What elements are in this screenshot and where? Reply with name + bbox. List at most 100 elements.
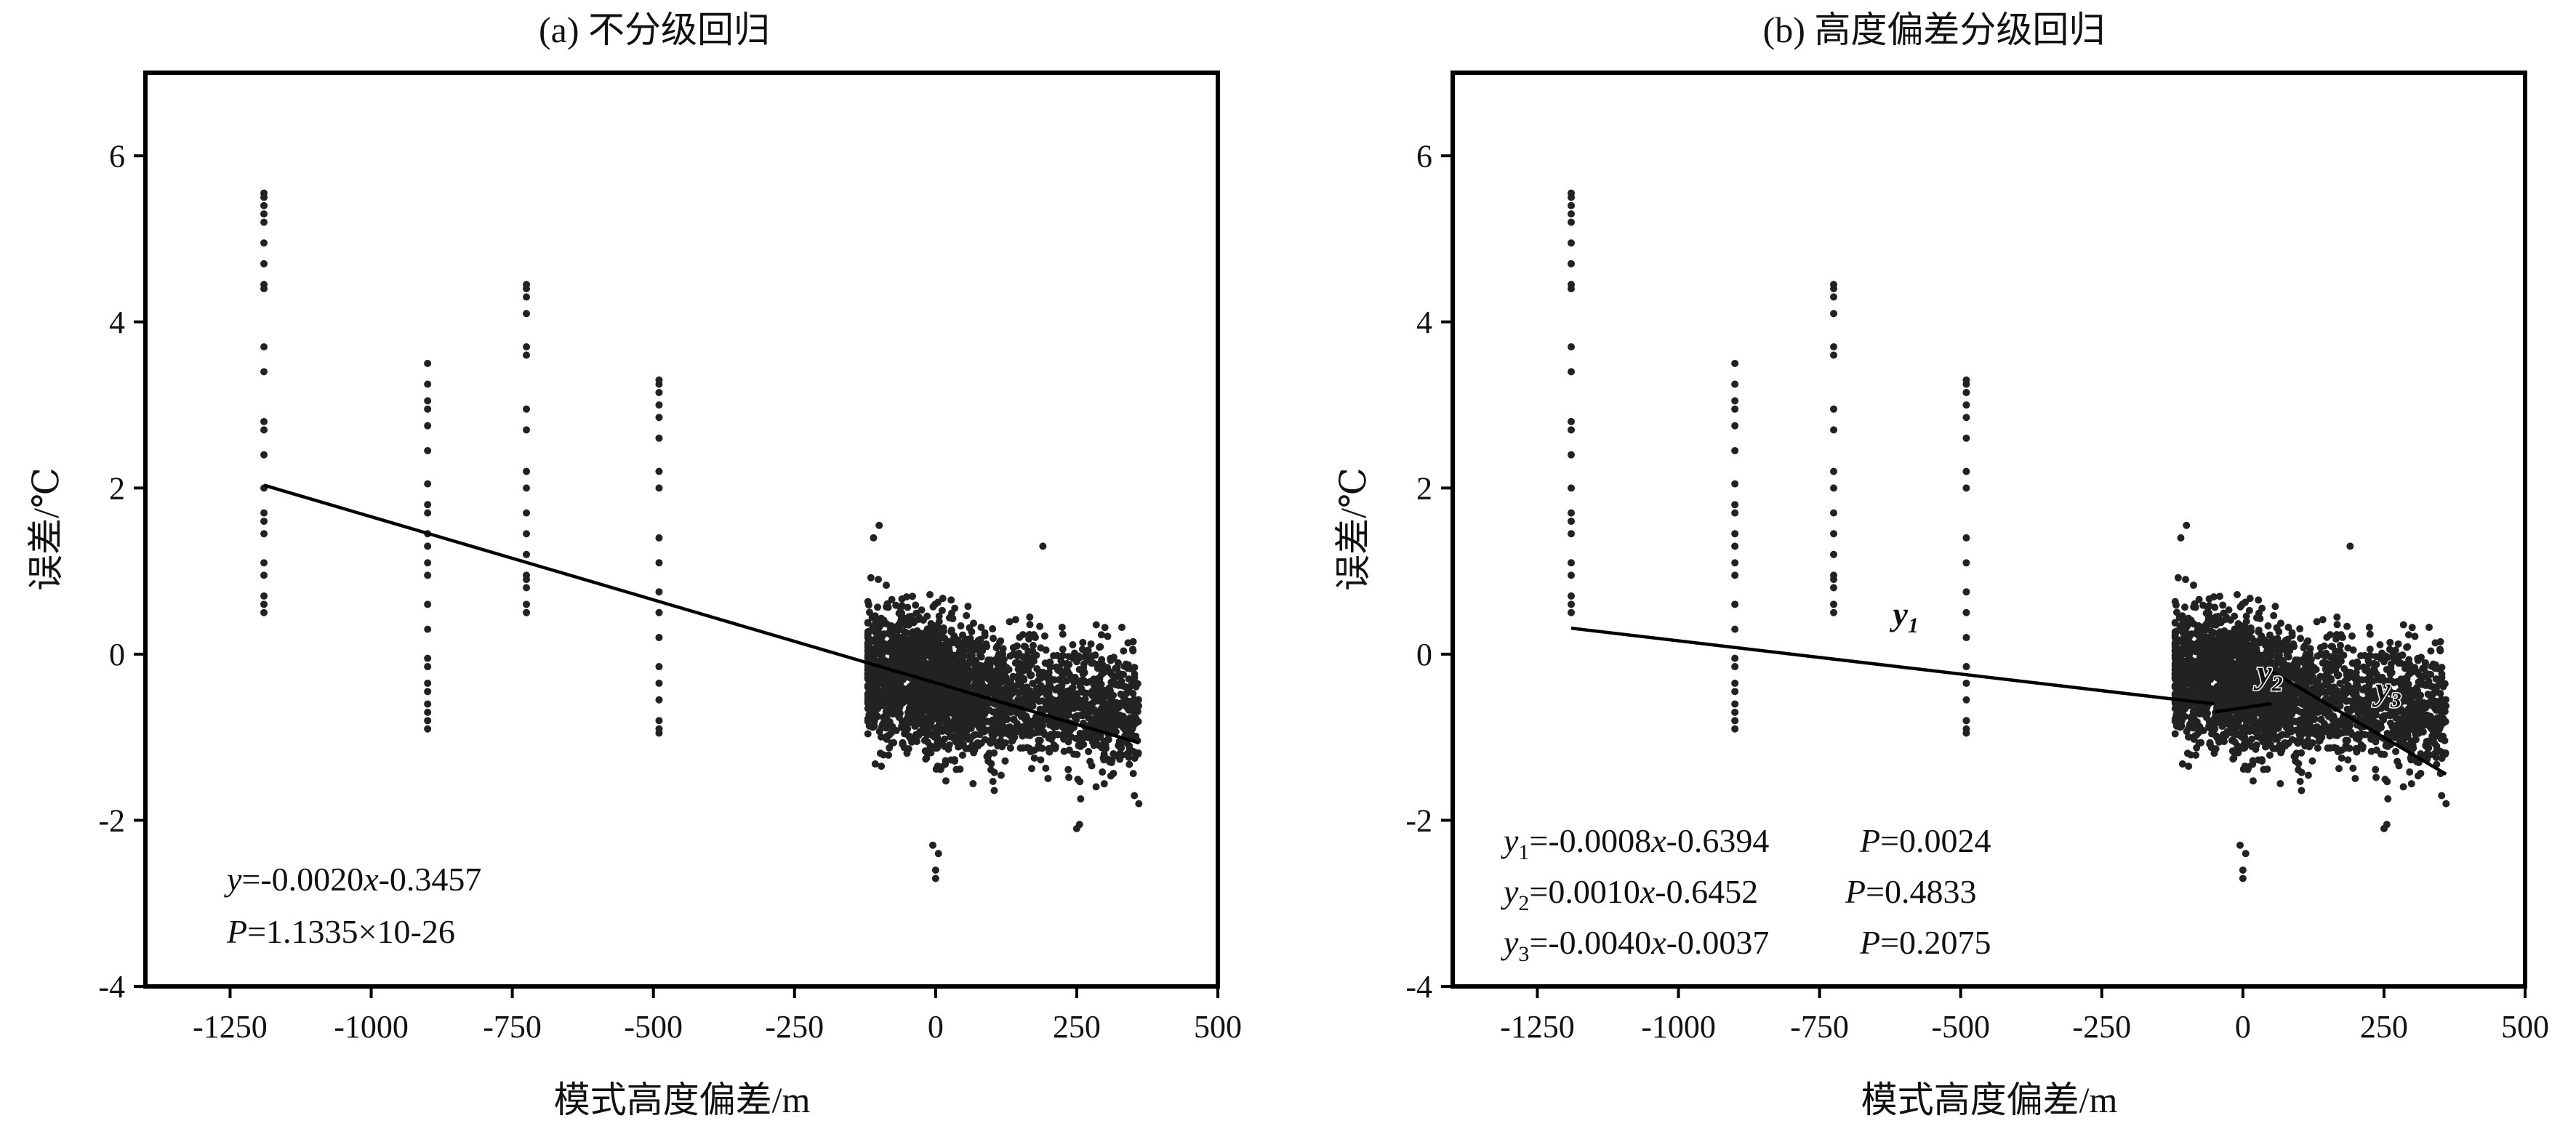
data-point	[1126, 664, 1134, 672]
data-point	[1112, 664, 1120, 672]
data-point	[1048, 707, 1056, 715]
data-point	[907, 649, 915, 657]
data-point	[1075, 821, 1083, 829]
data-point	[2320, 720, 2328, 728]
data-point	[989, 625, 997, 633]
data-point	[938, 606, 946, 614]
data-point	[1830, 530, 1838, 538]
data-point	[1830, 600, 1838, 608]
data-point	[2271, 603, 2279, 611]
data-point	[893, 696, 901, 704]
data-point	[1042, 764, 1050, 772]
y-tick-label: -4	[98, 969, 125, 1005]
data-point	[1015, 679, 1023, 687]
data-point	[1830, 608, 1838, 616]
data-point	[967, 724, 975, 732]
data-point	[1031, 633, 1039, 641]
data-point	[523, 405, 531, 413]
data-point	[1020, 713, 1028, 721]
panel-b-x-ticks: -1250 -1000 -750 -500 -250 0 250 500	[1500, 986, 2549, 1045]
data-point	[973, 679, 981, 687]
data-point	[1059, 646, 1067, 654]
data-point	[2219, 601, 2227, 609]
data-point	[1013, 720, 1021, 728]
data-point	[963, 611, 971, 619]
data-point	[1097, 631, 1105, 639]
data-point	[2357, 652, 2365, 660]
data-point	[989, 672, 997, 680]
data-point	[2273, 744, 2281, 752]
data-point	[1101, 624, 1109, 632]
data-point	[2424, 670, 2432, 678]
data-point	[1095, 685, 1103, 693]
data-point	[1039, 697, 1047, 705]
data-point	[947, 596, 955, 604]
data-point	[1568, 592, 1576, 600]
data-point	[2438, 792, 2446, 800]
data-point	[424, 380, 432, 388]
data-point	[926, 742, 934, 750]
data-point	[909, 697, 917, 705]
data-point	[2189, 723, 2197, 731]
data-point	[424, 708, 432, 716]
data-point	[1731, 625, 1739, 633]
data-point	[1076, 778, 1084, 786]
data-point	[1087, 733, 1095, 741]
data-point	[977, 739, 985, 747]
data-point	[1962, 401, 1970, 409]
data-point	[950, 697, 958, 705]
data-point	[944, 638, 952, 646]
data-point	[918, 720, 926, 728]
data-point	[878, 763, 886, 771]
data-point	[260, 417, 268, 425]
data-point	[260, 201, 268, 209]
data-point	[952, 738, 960, 746]
data-point	[1731, 717, 1739, 725]
data-point	[1117, 670, 1125, 678]
data-point	[1731, 480, 1739, 488]
data-point	[898, 638, 906, 646]
data-point	[1054, 684, 1062, 692]
data-point	[1731, 663, 1739, 671]
panel-a-eq-coef: =-0.0020	[241, 861, 364, 898]
data-point	[655, 484, 663, 492]
data-point	[1830, 343, 1838, 351]
data-point	[872, 638, 880, 646]
data-point	[260, 559, 268, 567]
data-point	[931, 866, 939, 874]
data-point	[929, 700, 937, 708]
data-point	[1054, 696, 1062, 704]
data-point	[2420, 722, 2428, 730]
data-point	[1073, 750, 1081, 758]
data-point	[2395, 762, 2403, 770]
y-tick-label: -4	[1405, 969, 1432, 1005]
data-point	[1063, 677, 1071, 685]
data-point	[877, 733, 885, 741]
data-point	[260, 285, 268, 293]
data-point	[2182, 576, 2190, 584]
data-point	[977, 624, 985, 632]
data-point	[981, 629, 989, 637]
data-point	[920, 736, 928, 744]
data-point	[989, 733, 997, 741]
data-point	[1079, 670, 1087, 678]
x-tick-label: 250	[1053, 1009, 1101, 1045]
data-point	[870, 704, 878, 712]
data-point	[906, 638, 914, 646]
data-point	[1026, 621, 1034, 629]
data-point	[931, 874, 939, 882]
data-point	[935, 612, 943, 620]
data-point	[964, 603, 972, 611]
data-point	[979, 681, 987, 689]
data-point	[523, 310, 531, 318]
data-point	[1568, 218, 1576, 226]
data-point	[987, 739, 995, 747]
data-point	[2366, 646, 2374, 654]
data-point	[523, 509, 531, 517]
data-point	[960, 721, 968, 729]
data-point	[1112, 722, 1120, 730]
data-point	[1129, 703, 1137, 711]
data-point	[2427, 647, 2435, 655]
